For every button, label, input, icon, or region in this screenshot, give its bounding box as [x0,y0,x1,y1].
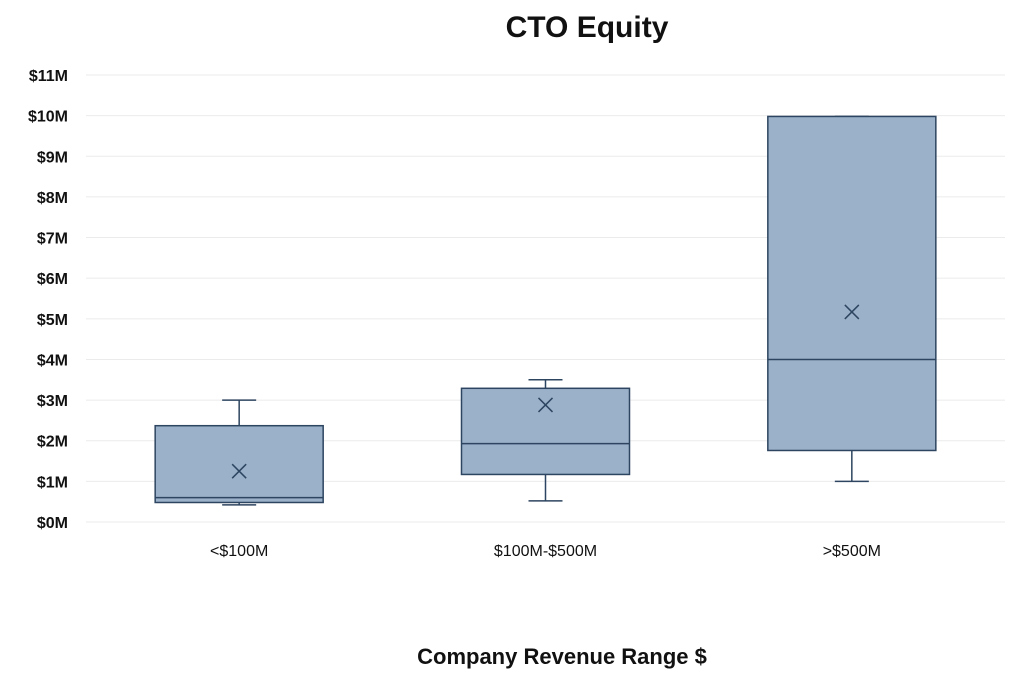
mean-marker [844,304,860,320]
y-axis-tick-labels: $0M $1M $2M $3M $4M $5M $6M $7M $8M $9M $10M $11M [28,68,68,532]
y-tick-label: $0M [37,515,68,532]
y-tick-label: $2M [37,434,68,451]
y-tick-label: $11M [29,68,68,85]
y-tick-label: $4M [37,352,68,369]
y-tick-label: $9M [37,149,68,166]
iqr-box [767,115,937,452]
y-tick-label: $7M [37,231,68,248]
y-tick-label: $6M [37,271,68,288]
mean-marker [231,463,247,479]
x-axis-label: Company Revenue Range $ [417,644,707,669]
x-tick-label: <$100M [210,543,268,560]
chart-title: CTO Equity [506,11,669,44]
box-group [460,379,631,502]
boxes [154,115,937,506]
iqr-box [154,424,324,504]
x-axis-tick-labels: <$100M $100M-$500M >$500M [210,543,881,560]
y-tick-label: $1M [37,474,68,491]
mean-marker [537,397,554,413]
x-tick-label: $100M-$500M [494,543,597,560]
y-tick-label: $10M [28,109,68,126]
x-tick-label: >$500M [823,543,881,560]
box-group [767,115,937,483]
box-group [154,399,324,506]
y-tick-label: $3M [37,393,68,410]
iqr-box [460,387,631,476]
y-tick-label: $5M [37,312,68,329]
y-tick-label: $8M [37,190,68,207]
